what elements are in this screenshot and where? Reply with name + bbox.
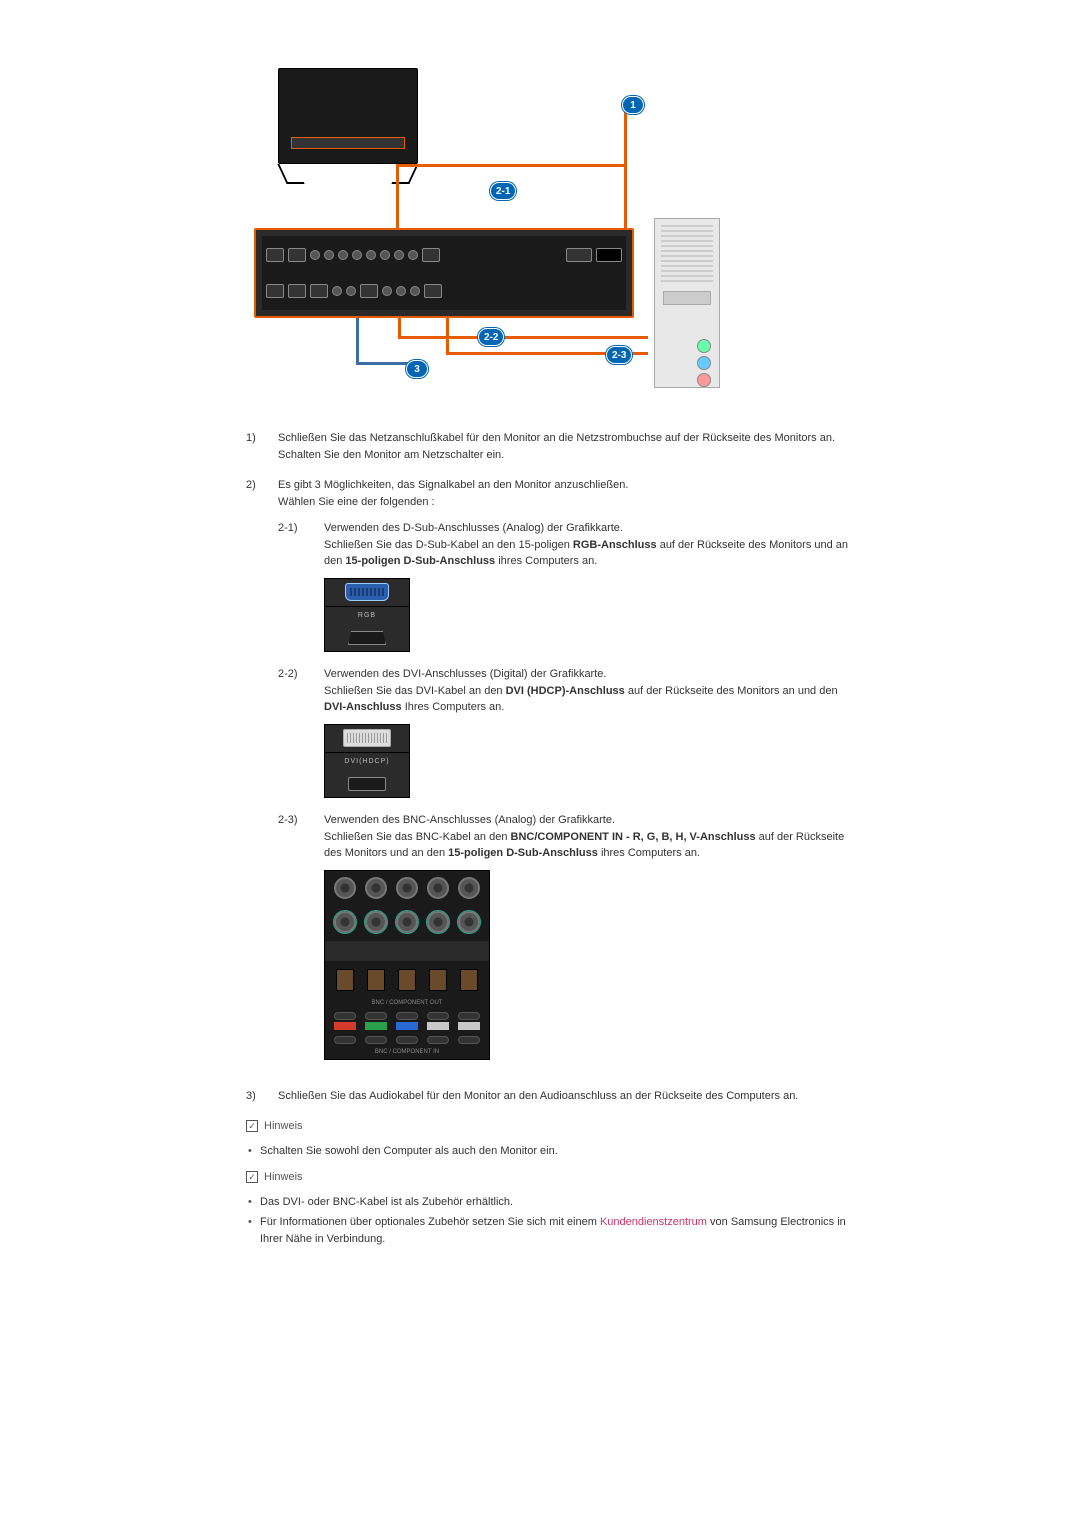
substep-number: 2-2) [278,666,324,798]
bold-term: RGB-Anschluss [573,539,657,551]
substep-text: Verwenden des DVI-Anschlusses (Digital) … [324,666,850,683]
diagram-badge-2-2: 2-2 [478,328,504,346]
note-list: Schalten Sie sowohl den Computer als auc… [246,1143,850,1160]
substep-text: Schließen Sie das D-Sub-Kabel an den 15-… [324,537,850,570]
substep-text: Verwenden des D-Sub-Anschlusses (Analog)… [324,520,850,537]
bnc-connector-row [325,905,489,939]
diagram-panel-row [262,236,626,274]
text-run: Schließen Sie das DVI-Kabel an den [324,685,506,697]
bold-term: BNC/COMPONENT IN - R, G, B, H, V-Anschlu… [511,831,756,843]
note-list: Das DVI- oder BNC-Kabel ist als Zubehör … [246,1194,850,1248]
step-number: 3) [246,1088,278,1105]
diagram-cable [396,164,626,167]
diagram-monitor [278,68,418,164]
connector-outline-icon [348,631,386,645]
diagram-cable [356,318,359,364]
diagram-cable [396,164,399,228]
bnc-color-row [325,1022,489,1034]
service-center-link[interactable]: Kundendienstzentrum [600,1216,707,1228]
note-label: Hinweis [264,1169,303,1186]
substep-2-1: 2-1) Verwenden des D-Sub-Anschlusses (An… [278,520,850,652]
dvi-connector-icon [343,729,391,747]
note-heading: ✓ Hinweis [246,1169,850,1186]
diagram-monitor-stand [277,164,304,184]
text-run: Ihres Computers an. [402,701,505,713]
note-item: Für Informationen über optionales Zubehö… [260,1214,850,1247]
connector-outline-icon [348,777,386,791]
step-text: Es gibt 3 Möglichkeiten, das Signalkabel… [278,477,850,494]
step-text: Schließen Sie das Netzanschlußkabel für … [278,430,850,447]
step-text: Schalten Sie den Monitor am Netzschalter… [278,447,850,464]
text-run: auf der Rückseite des Monitors an und de… [625,685,838,697]
instruction-list: 1) Schließen Sie das Netzanschlußkabel f… [246,430,850,1104]
step-3: 3) Schließen Sie das Audiokabel für den … [246,1088,850,1105]
substep-list: 2-1) Verwenden des D-Sub-Anschlusses (An… [278,520,850,1060]
diagram-cable [398,336,648,339]
rgb-port-illustration: RGB [324,578,410,653]
text-run: ihres Computers an. [598,847,700,859]
port-label: BNC / COMPONENT OUT [325,997,489,1010]
text-run: Schließen Sie das BNC-Kabel an den [324,831,511,843]
note-item: Schalten Sie sowohl den Computer als auc… [260,1143,850,1160]
diagram-cable [624,104,627,228]
substep-number: 2-1) [278,520,324,652]
substep-text: Schließen Sie das BNC-Kabel an den BNC/C… [324,829,850,862]
dvi-port-illustration: DVI(HDCP) [324,724,410,799]
diagram-computer-tower [654,218,720,388]
text-run: ihres Computers an. [495,555,597,567]
diagram-cable [446,318,449,354]
diagram-backpanel [254,228,634,318]
step-1: 1) Schließen Sie das Netzanschlußkabel f… [246,430,850,463]
diagram-cable [398,318,401,338]
port-label: RGB [325,607,409,626]
bold-term: DVI-Anschluss [324,701,402,713]
step-text: Wählen Sie eine der folgenden : [278,494,850,511]
check-icon: ✓ [246,1120,258,1132]
port-label: BNC / COMPONENT IN [325,1046,489,1059]
note-item: Das DVI- oder BNC-Kabel ist als Zubehör … [260,1194,850,1211]
step-2: 2) Es gibt 3 Möglichkeiten, das Signalka… [246,477,850,1074]
document-page: 1 2-1 2-2 2-3 3 1) Schließen Sie das Net… [0,0,1080,1311]
diagram-badge-2-3: 2-3 [606,346,632,364]
substep-2-2: 2-2) Verwenden des DVI-Anschlusses (Digi… [278,666,850,798]
check-icon: ✓ [246,1171,258,1183]
substep-number: 2-3) [278,812,324,1060]
vga-connector-icon [345,583,389,601]
diagram-badge-2-1: 2-1 [490,182,516,200]
note-heading: ✓ Hinweis [246,1118,850,1135]
text-run: Schließen Sie das D-Sub-Kabel an den 15-… [324,539,573,551]
diagram-badge-1: 1 [622,96,644,114]
substep-2-3: 2-3) Verwenden des BNC-Anschlusses (Anal… [278,812,850,1060]
step-number: 1) [246,430,278,463]
step-number: 2) [246,477,278,1074]
text-run: Für Informationen über optionales Zubehö… [260,1216,600,1228]
diagram-badge-3: 3 [406,360,428,378]
bold-term: 15-poligen D-Sub-Anschluss [345,555,495,567]
bnc-port-illustration: BNC / COMPONENT OUT BNC / COMPONENT IN [324,870,490,1060]
bold-term: 15-poligen D-Sub-Anschluss [448,847,598,859]
connection-diagram: 1 2-1 2-2 2-3 3 [246,60,726,400]
substep-text: Schließen Sie das DVI-Kabel an den DVI (… [324,683,850,716]
bnc-bar-row [325,963,489,997]
step-text: Schließen Sie das Audiokabel für den Mon… [278,1088,850,1105]
note-label: Hinweis [264,1118,303,1135]
diagram-panel-row [262,272,626,310]
substep-text: Verwenden des BNC-Anschlusses (Analog) d… [324,812,850,829]
port-label: DVI(HDCP) [325,753,409,772]
bold-term: DVI (HDCP)-Anschluss [506,685,625,697]
bnc-connector-row [325,871,489,905]
